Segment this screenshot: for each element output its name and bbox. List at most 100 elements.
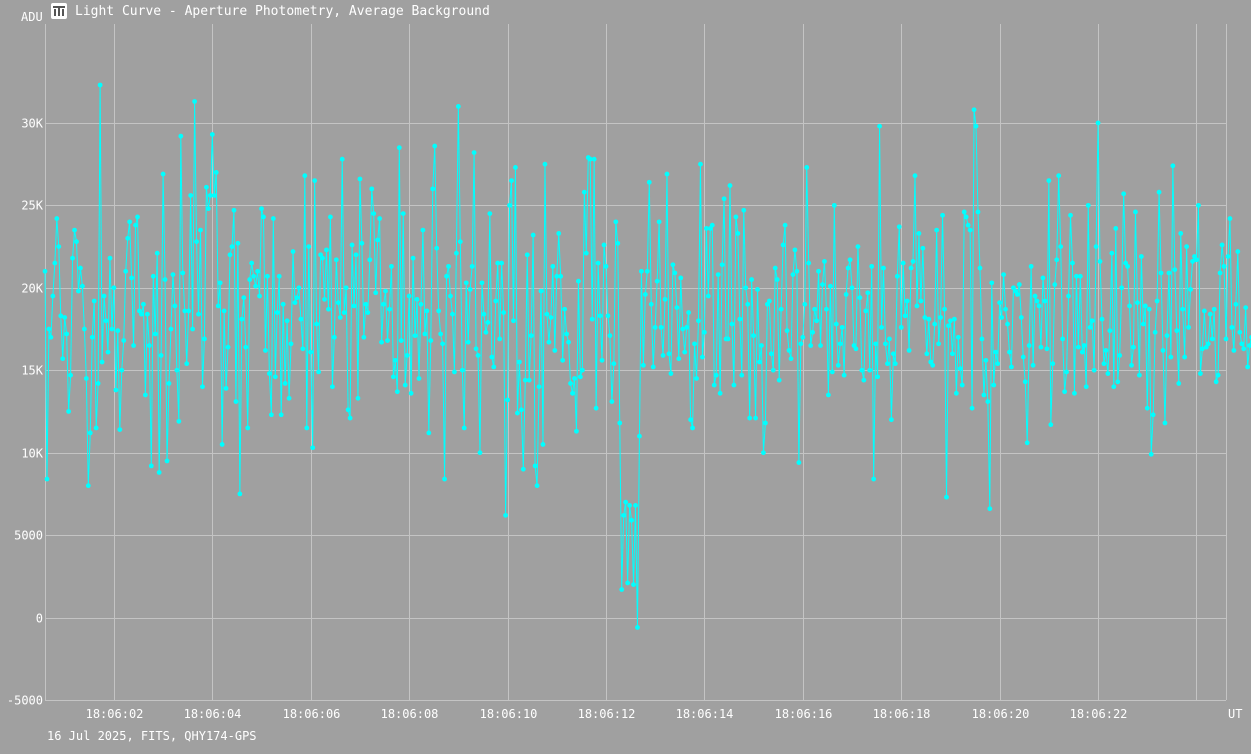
data-point (863, 308, 869, 314)
data-point (113, 387, 119, 393)
data-point (296, 285, 302, 291)
data-point (446, 263, 451, 269)
data-point (550, 263, 556, 269)
data-point (58, 313, 64, 319)
data-point (306, 244, 312, 249)
data-point (1142, 303, 1148, 309)
data-point (457, 239, 463, 245)
data-point (798, 341, 804, 347)
data-point (1241, 346, 1247, 352)
data-point (698, 161, 703, 167)
data-point (694, 376, 699, 381)
data-point (674, 305, 680, 310)
data-point (302, 173, 308, 179)
data-point (721, 196, 727, 202)
data-point (1178, 231, 1184, 236)
data-point (483, 329, 489, 335)
data-point (997, 300, 1003, 306)
data-point (200, 384, 205, 390)
data-point (642, 292, 648, 297)
data-point (243, 344, 249, 350)
data-point (623, 499, 629, 505)
data-point (597, 313, 603, 319)
data-point (1136, 372, 1142, 378)
data-point (520, 466, 526, 472)
data-point (223, 385, 229, 391)
data-point (631, 582, 636, 587)
data-point (1060, 336, 1066, 342)
data-point (190, 326, 196, 332)
data-point (282, 381, 288, 386)
data-point (701, 329, 707, 335)
data-point (664, 171, 670, 177)
data-point (814, 318, 819, 324)
data-point (91, 298, 97, 304)
data-point (780, 242, 786, 248)
data-point (766, 298, 772, 304)
data-point (274, 310, 280, 315)
data-point (146, 343, 152, 348)
data-point (469, 263, 475, 269)
data-point (237, 491, 243, 497)
data-point (924, 351, 930, 357)
data-point (672, 270, 678, 276)
data-point (948, 318, 953, 324)
data-point (56, 244, 62, 249)
data-point (101, 293, 107, 299)
x-tick-label: 18:06:22 (1070, 707, 1128, 721)
data-point (629, 517, 634, 523)
data-point (727, 183, 733, 188)
data-point (885, 361, 890, 367)
data-point (235, 240, 241, 246)
data-point (749, 277, 755, 282)
data-point (123, 268, 129, 274)
data-point (985, 399, 991, 404)
data-point (617, 420, 623, 426)
data-point (1036, 303, 1042, 309)
y-axis-label: ADU (21, 10, 43, 24)
data-point (1245, 364, 1251, 370)
data-point (188, 193, 194, 198)
light-curve-app-icon[interactable] (51, 3, 67, 19)
data-point (757, 359, 762, 365)
data-point (184, 361, 190, 367)
data-point (117, 427, 123, 432)
data-point (633, 503, 638, 508)
data-point (1176, 381, 1182, 386)
data-point (877, 123, 882, 129)
data-point (316, 369, 321, 375)
data-point (932, 321, 938, 327)
data-point (436, 308, 442, 314)
data-point (406, 293, 412, 299)
data-point (1056, 173, 1062, 179)
data-point (422, 331, 428, 337)
data-point (1022, 379, 1028, 385)
data-point (255, 268, 260, 274)
data-point (68, 372, 73, 378)
data-point (965, 222, 971, 228)
data-point (209, 132, 215, 137)
data-point (89, 334, 95, 340)
data-point (186, 308, 192, 314)
data-point (953, 390, 959, 396)
data-point (239, 316, 245, 322)
data-point (383, 288, 388, 294)
data-point (528, 333, 534, 339)
data-point (428, 338, 434, 343)
x-tick-label: 18:06:08 (381, 707, 439, 721)
data-point (802, 301, 808, 307)
data-point (688, 417, 694, 423)
data-point (375, 237, 381, 243)
data-point (782, 222, 788, 228)
data-point (1075, 344, 1081, 350)
data-point (265, 273, 270, 279)
window-titlebar: Light Curve - Aperture Photometry, Avera… (0, 0, 1251, 24)
data-point (268, 412, 274, 418)
data-point (1144, 405, 1150, 411)
data-point (812, 306, 818, 312)
data-point (1020, 354, 1026, 360)
data-point (700, 354, 705, 360)
data-point (156, 470, 162, 475)
data-point (459, 367, 465, 373)
